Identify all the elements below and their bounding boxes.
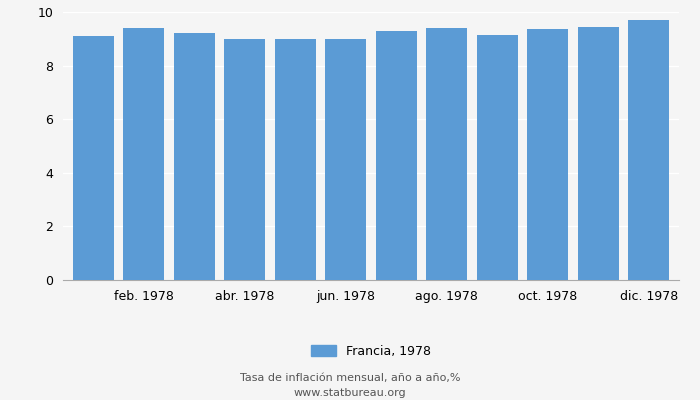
Text: Tasa de inflación mensual, año a año,%: Tasa de inflación mensual, año a año,% <box>239 373 461 383</box>
Bar <box>375 31 417 280</box>
Legend: Francia, 1978: Francia, 1978 <box>306 340 436 363</box>
Bar <box>224 39 265 280</box>
Bar <box>123 28 164 280</box>
Text: www.statbureau.org: www.statbureau.org <box>294 388 406 398</box>
Bar <box>628 20 669 280</box>
Bar <box>578 27 619 280</box>
Bar <box>174 34 215 280</box>
Bar <box>274 39 316 280</box>
Bar <box>426 28 468 280</box>
Bar <box>527 30 568 280</box>
Bar <box>325 39 367 280</box>
Bar <box>477 35 518 280</box>
Bar <box>73 36 114 280</box>
